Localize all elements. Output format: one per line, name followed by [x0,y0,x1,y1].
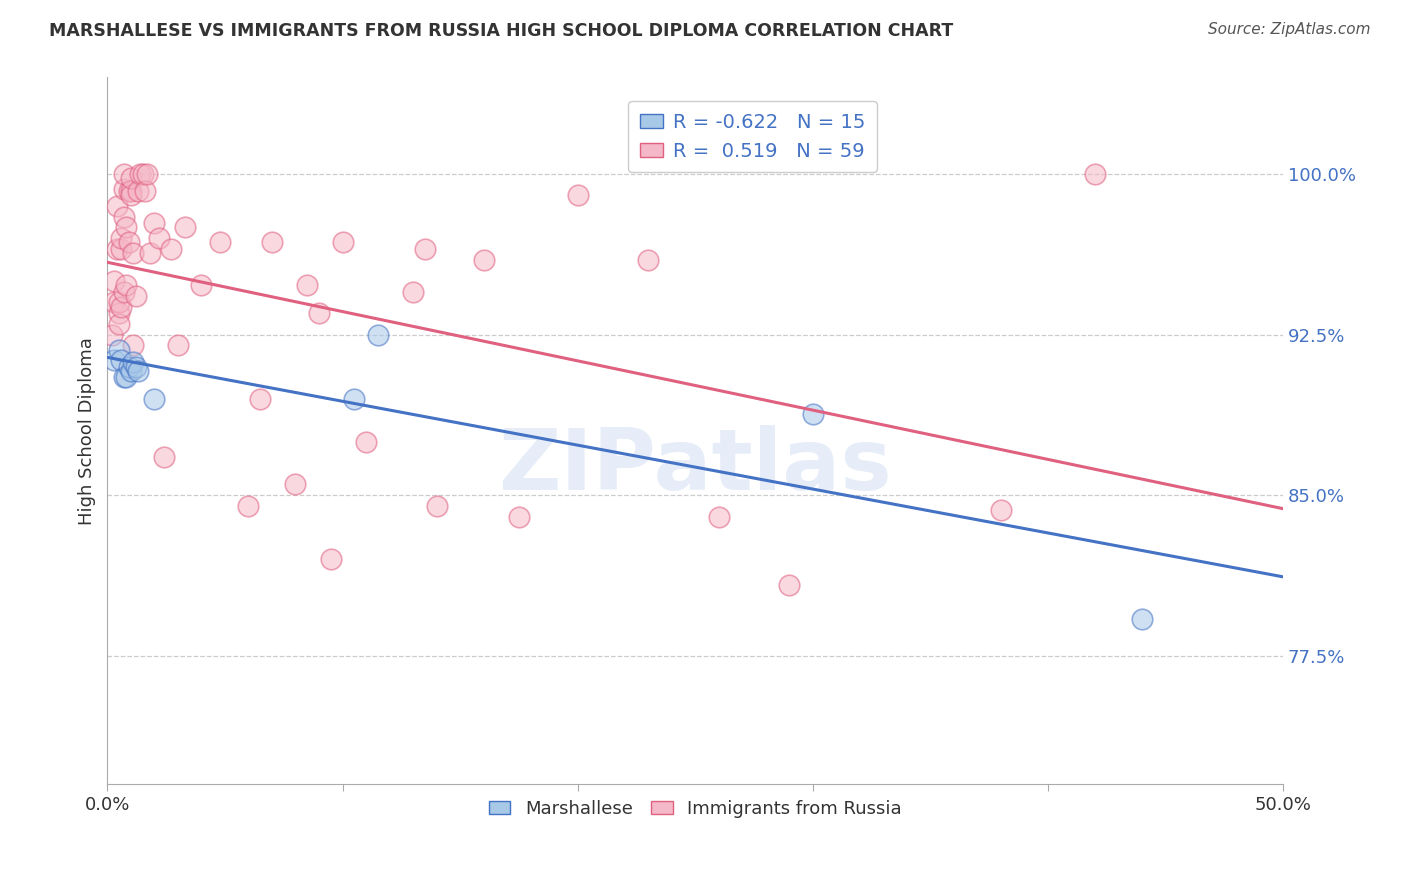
Point [127,364,149,378]
Point [707,509,730,524]
Point [134,184,156,198]
Point [260,235,283,250]
Point [367,327,389,342]
Y-axis label: High School Diploma: High School Diploma [79,337,96,524]
Point [801,407,824,421]
Point [249,392,271,406]
Point [122,246,145,260]
Point [110,242,132,256]
Point [131,167,153,181]
Point [122,355,145,369]
Point [127,184,149,198]
Point [136,167,159,181]
Point [103,295,125,310]
Point [472,252,495,267]
Point [354,434,377,449]
Point [778,578,800,592]
Point [112,370,135,384]
Point [120,171,142,186]
Point [319,552,342,566]
Point [297,278,319,293]
Point [153,450,176,464]
Point [425,499,447,513]
Point [103,274,125,288]
Point [129,167,152,181]
Text: MARSHALLESE VS IMMIGRANTS FROM RUSSIA HIGH SCHOOL DIPLOMA CORRELATION CHART: MARSHALLESE VS IMMIGRANTS FROM RUSSIA HI… [49,22,953,40]
Point [343,392,366,406]
Legend: Marshallese, Immigrants from Russia: Marshallese, Immigrants from Russia [482,792,908,825]
Point [413,242,436,256]
Point [112,182,135,196]
Point [124,359,146,374]
Point [167,338,190,352]
Point [110,353,132,368]
Point [990,503,1012,517]
Point [115,370,138,384]
Point [138,246,160,260]
Point [148,231,170,245]
Point [120,364,142,378]
Point [402,285,425,299]
Point [238,499,260,513]
Point [637,252,659,267]
Point [332,235,354,250]
Text: ZIPatlas: ZIPatlas [498,425,891,508]
Point [160,242,183,256]
Point [112,167,135,181]
Point [124,289,146,303]
Point [174,220,197,235]
Point [115,278,138,293]
Point [508,509,530,524]
Point [120,188,142,202]
Point [101,327,124,342]
Point [110,300,132,314]
Point [103,353,125,368]
Point [110,231,132,245]
Point [117,184,139,198]
Point [1130,612,1153,626]
Point [117,235,139,250]
Point [108,317,131,331]
Point [105,242,128,256]
Point [308,306,330,320]
Text: Source: ZipAtlas.com: Source: ZipAtlas.com [1208,22,1371,37]
Point [108,295,131,310]
Point [117,359,139,374]
Point [1084,167,1107,181]
Point [108,343,131,357]
Point [105,199,128,213]
Point [112,210,135,224]
Point [108,306,131,320]
Point [120,184,142,198]
Point [115,220,138,235]
Point [143,216,166,230]
Point [284,477,307,491]
Point [143,392,166,406]
Point [209,235,232,250]
Point [190,278,212,293]
Point [567,188,589,202]
Point [112,285,135,299]
Point [122,338,145,352]
